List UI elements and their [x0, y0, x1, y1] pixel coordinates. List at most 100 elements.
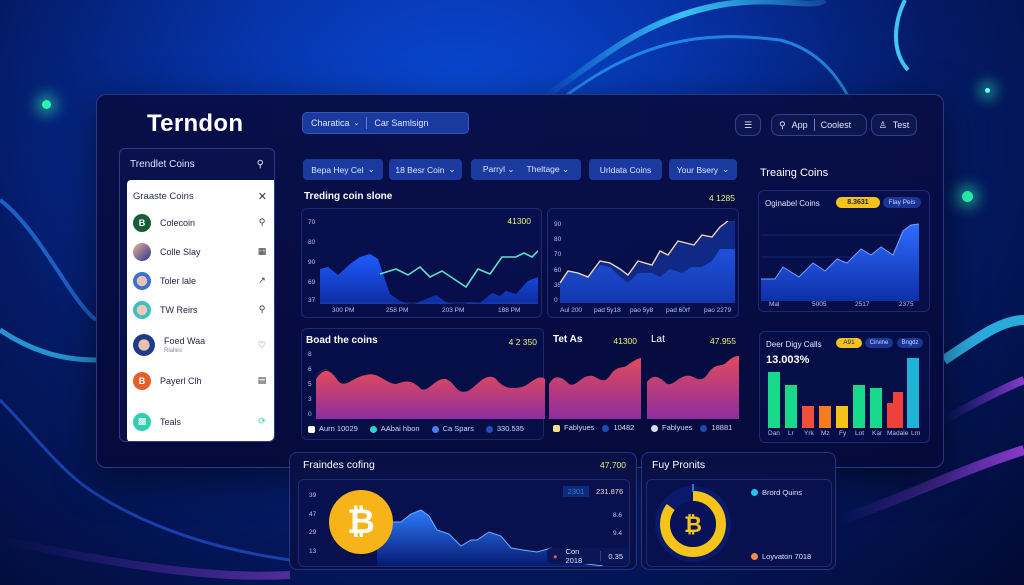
panel-title: Lat: [651, 334, 665, 345]
x-tick: pad 60rf: [666, 307, 690, 314]
area-chart: [549, 358, 641, 419]
brand-title: Terndon: [147, 110, 244, 137]
legend-label: Fablyues: [662, 423, 693, 432]
x-tick: 258 PM: [386, 307, 409, 314]
chart-selector[interactable]: Charatica ⌄ Car Samlsign: [302, 112, 469, 134]
y-tick: 47: [309, 511, 317, 518]
legend-item: 18881: [700, 423, 732, 432]
x-tick: Mal: [769, 301, 780, 308]
panel-title: Fraindes cofing: [303, 459, 375, 471]
bar-badge[interactable]: A91: [836, 338, 862, 348]
list-item-label: Foed Waa: [164, 336, 206, 346]
y-tick: 13: [309, 548, 317, 555]
lat-legend: Fablyues 18881: [651, 423, 732, 432]
range-box[interactable]: 2301: [563, 486, 589, 497]
x-tick: 2517: [855, 301, 870, 308]
x-tick: Yrk: [804, 430, 814, 437]
list-item-label: TW Reirs: [160, 304, 198, 315]
trading-chart-left: 41300 70 80 90 69 37 300 PM 258 PM 203 P…: [301, 208, 542, 318]
filter-5[interactable]: Your Bsery ⌄: [669, 159, 737, 180]
refresh-icon[interactable]: ⟳: [258, 416, 266, 426]
list-view-button[interactable]: ☰: [735, 114, 761, 136]
sidebar-header-label: Trendlet Coins: [130, 159, 195, 170]
chart-selector-label: Charatica: [311, 118, 350, 128]
legend-label: Brord Quins: [762, 488, 803, 497]
y-tick: 29: [309, 529, 317, 536]
x-tick: pao 5y8: [630, 307, 654, 314]
y-tick: 6: [308, 366, 312, 373]
dashboard-window: Terndon Trendlet Coins ⚲ Graaste Coins ✕…: [96, 94, 944, 468]
y-tick: 70: [308, 219, 316, 226]
search-icon[interactable]: ⚲: [258, 304, 266, 314]
x-tick: 300 PM: [332, 307, 355, 314]
close-icon[interactable]: ✕: [257, 191, 267, 203]
period-tab[interactable]: Flay Peis: [883, 197, 921, 208]
coin-avatar: B: [133, 371, 151, 390]
panel-value: 4 2 350: [508, 337, 537, 347]
trading-chart-right: 90 80 70 60 35 0 Aul 200 pad 5y18 pao 5y…: [547, 208, 739, 318]
footer-value: 0.35: [608, 551, 623, 561]
legend-label: Fablyues: [564, 423, 595, 432]
filter-2[interactable]: 18 Besr Coin ⌄: [389, 159, 462, 180]
list-item-label-group: Foed Waa Rlalles: [164, 336, 257, 354]
user-avatar: [133, 242, 151, 261]
list-item[interactable]: Toler lale ↗: [127, 266, 274, 295]
filter-label: Parryl: [482, 164, 506, 174]
note-icon[interactable]: ▤: [257, 375, 267, 385]
filter-4[interactable]: Urldata Coins: [589, 159, 662, 180]
search-app-tab[interactable]: App: [791, 120, 808, 130]
x-tick: Lot: [855, 430, 865, 437]
y-tick: 80: [308, 239, 316, 246]
chart-value: 41300: [507, 216, 531, 226]
tet-panel: Tet As 41300 Fablyues 10482: [547, 328, 643, 440]
chevron-down-icon: ⌄: [367, 164, 375, 174]
list-item[interactable]: B Payerl Clh ▤: [127, 366, 274, 395]
list-item[interactable]: ▩ Teals ⟳: [127, 407, 274, 436]
calendar-icon[interactable]: ▦: [257, 246, 267, 256]
list-icon: ☰: [743, 119, 753, 130]
legend-label: 330.535: [496, 424, 524, 433]
search-icon: ⚲: [779, 119, 786, 130]
filter-label: Your Bsery: [676, 164, 719, 175]
board-coins-panel: Boad the coins 4 2 350 8 6 5 3 0 Aurn 10…: [301, 328, 545, 440]
y-tick-right: 8.6: [613, 512, 623, 519]
search-icon[interactable]: ⚲: [256, 159, 264, 170]
filter-3[interactable]: Parryl ⌄ Theltage ⌄: [471, 159, 581, 180]
test-button[interactable]: ♙ Test: [871, 114, 917, 136]
tab-bngdz[interactable]: Bngdz: [897, 338, 923, 348]
legend-item: Brord Quins: [751, 488, 802, 497]
search-context-tab[interactable]: Coolest: [820, 120, 852, 130]
heart-icon[interactable]: ♡: [257, 339, 267, 350]
people-icon: ♙: [878, 119, 887, 130]
search-icon[interactable]: ⚲: [258, 217, 266, 227]
campaign-field[interactable]: Car Samlsign: [374, 118, 429, 128]
y-tick: 35: [554, 282, 562, 289]
x-tick: pao 2279: [704, 307, 732, 314]
panel-subtitle: Oginabel Coins: [765, 199, 820, 208]
panel-value: 47.955: [710, 336, 736, 346]
y-tick: 37: [308, 297, 316, 304]
list-item[interactable]: Colle Slay ▦: [127, 237, 274, 266]
list-item-label: Teals: [160, 416, 182, 427]
x-tick: 188 PM: [498, 307, 521, 314]
external-link-icon[interactable]: ↗: [258, 275, 266, 285]
x-tick: Lr: [788, 430, 794, 437]
filter-1[interactable]: Bepa Hey Cel ⌄: [303, 159, 383, 180]
y-tick: 5: [308, 381, 312, 388]
app-search-bar[interactable]: ⚲ App Coolest: [771, 114, 867, 136]
x-tick: 203 PM: [442, 307, 465, 314]
panel-title: Boad the coins: [306, 335, 378, 346]
filter-label: Bepa Hey Cel: [311, 164, 364, 175]
footer-label: Con 2018: [565, 547, 583, 565]
list-item[interactable]: TW Reirs ⚲: [127, 295, 274, 324]
tab-cirvine[interactable]: Cirvine: [865, 338, 893, 348]
percent-value: 13.003%: [766, 354, 810, 366]
list-item-sublabel: Rlalles: [164, 348, 183, 354]
list-item[interactable]: Foed Waa Rlalles ♡: [127, 324, 274, 366]
bar-chart: [768, 358, 919, 428]
list-item[interactable]: B Colecoin ⚲: [127, 208, 274, 237]
user-avatar: [133, 271, 151, 290]
chevron-down-icon: ⌄: [353, 120, 360, 127]
sidebar: Trendlet Coins ⚲ Graaste Coins ✕ B Colec…: [119, 148, 275, 442]
donut-chart: ₿: [655, 484, 731, 562]
